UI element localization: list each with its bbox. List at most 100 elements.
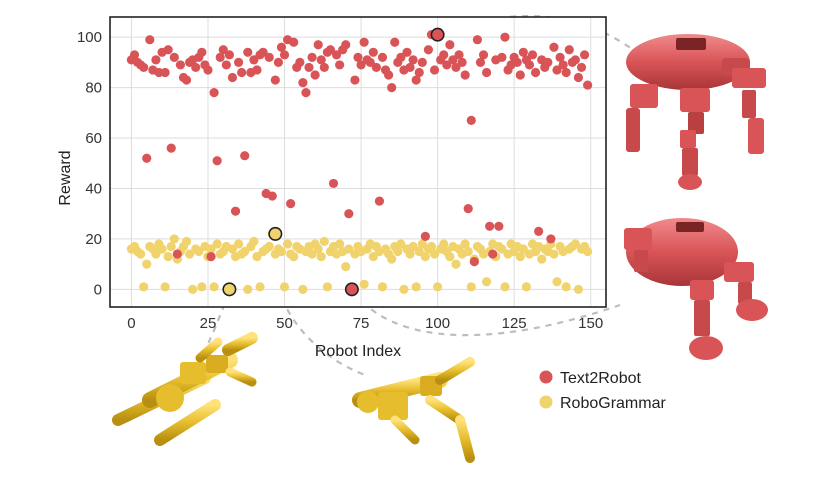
point-robogrammar [405,249,415,259]
point-text2robot [377,52,388,62]
x-tick-label: 25 [200,315,217,332]
point-text2robot [466,115,476,125]
point-robogrammar [344,244,354,254]
point-robogrammar [359,279,369,289]
scatter-plot: 0 25 50 75 100 125 150 0 20 40 60 80 100 Robot Inde… [57,16,607,360]
point-robogrammar [377,282,388,292]
x-tick-label: 100 [425,315,450,332]
point-text2robot [494,221,504,231]
point-robogrammar [142,259,152,269]
point-text2robot [313,40,323,50]
point-robogrammar [206,244,216,254]
point-text2robot [301,88,311,98]
x-tick-label: 150 [578,315,603,332]
point-text2robot [335,60,345,70]
point-text2robot [341,40,351,50]
point-robogrammar [151,249,161,259]
point-text2robot [145,35,155,45]
highlighted-point-text2robot [430,27,445,42]
x-axis-label: Robot Index [315,343,401,360]
point-robogrammar [433,282,443,292]
point-robogrammar [279,282,290,292]
point-text2robot [439,50,449,60]
point-robogrammar [276,246,287,257]
point-robogrammar [426,241,437,252]
point-text2robot [350,75,360,85]
y-tick-label: 40 [85,180,102,197]
point-text2robot [500,32,510,42]
point-text2robot [460,70,470,80]
point-robogrammar [583,246,593,257]
point-robogrammar [561,282,571,292]
point-text2robot [286,199,296,209]
point-robogrammar [194,246,204,257]
point-text2robot [319,62,329,73]
legend-marker-robogrammar [539,395,553,409]
point-robogrammar [466,282,476,292]
point-text2robot [454,50,464,60]
point-text2robot [579,50,590,60]
x-tick-label: 125 [502,315,527,332]
point-text2robot [488,249,498,259]
point-text2robot [371,62,381,73]
point-robogrammar [414,246,424,257]
robogrammar-robot-left-illustration [112,332,258,446]
point-robogrammar [163,251,173,262]
point-robogrammar [408,241,418,252]
point-text2robot [249,55,259,65]
point-text2robot [583,80,593,90]
point-robogrammar [181,236,192,247]
point-robogrammar [460,239,470,249]
point-text2robot [175,60,186,70]
point-text2robot [212,156,222,166]
point-robogrammar [500,282,510,292]
point-text2robot [549,42,559,52]
point-text2robot [543,57,553,67]
highlighted-points [222,27,445,297]
point-text2robot [181,75,192,85]
point-robogrammar [368,251,378,262]
point-text2robot [172,249,182,259]
text2robot-robot-top-illustration [626,34,766,190]
point-text2robot [356,60,366,70]
point-robogrammar [209,282,219,292]
point-text2robot [129,50,140,60]
point-text2robot [328,178,339,189]
point-text2robot [206,251,216,262]
point-text2robot [304,62,314,73]
point-text2robot [209,88,219,98]
point-text2robot [515,70,525,80]
point-text2robot [203,65,213,75]
legend-label-text2robot: Text2Robot [560,370,641,387]
point-text2robot [264,52,274,62]
point-robogrammar [240,246,250,257]
point-robogrammar [518,244,528,254]
point-robogrammar [429,249,440,259]
point-robogrammar [249,236,259,247]
point-text2robot [478,50,489,60]
point-text2robot [374,196,385,206]
legend-label-robogrammar: RoboGrammar [560,395,666,412]
y-tick-label: 80 [85,80,102,97]
point-text2robot [472,35,483,45]
point-text2robot [151,55,161,65]
point-robogrammar [233,239,244,249]
point-robogrammar [212,239,222,249]
point-text2robot [316,55,326,65]
point-robogrammar [289,251,299,262]
point-robogrammar [341,262,351,272]
point-robogrammar [417,239,427,249]
point-robogrammar [255,282,265,292]
x-tick-label: 0 [127,315,135,332]
point-text2robot [267,191,277,201]
point-text2robot [142,153,152,163]
point-text2robot [276,42,287,52]
point-robogrammar [139,282,149,292]
plot-frame [109,16,607,308]
point-text2robot [396,52,406,62]
point-robogrammar [537,254,547,264]
point-text2robot [414,67,424,78]
point-text2robot [457,57,467,67]
x-tick-label: 75 [353,315,370,332]
